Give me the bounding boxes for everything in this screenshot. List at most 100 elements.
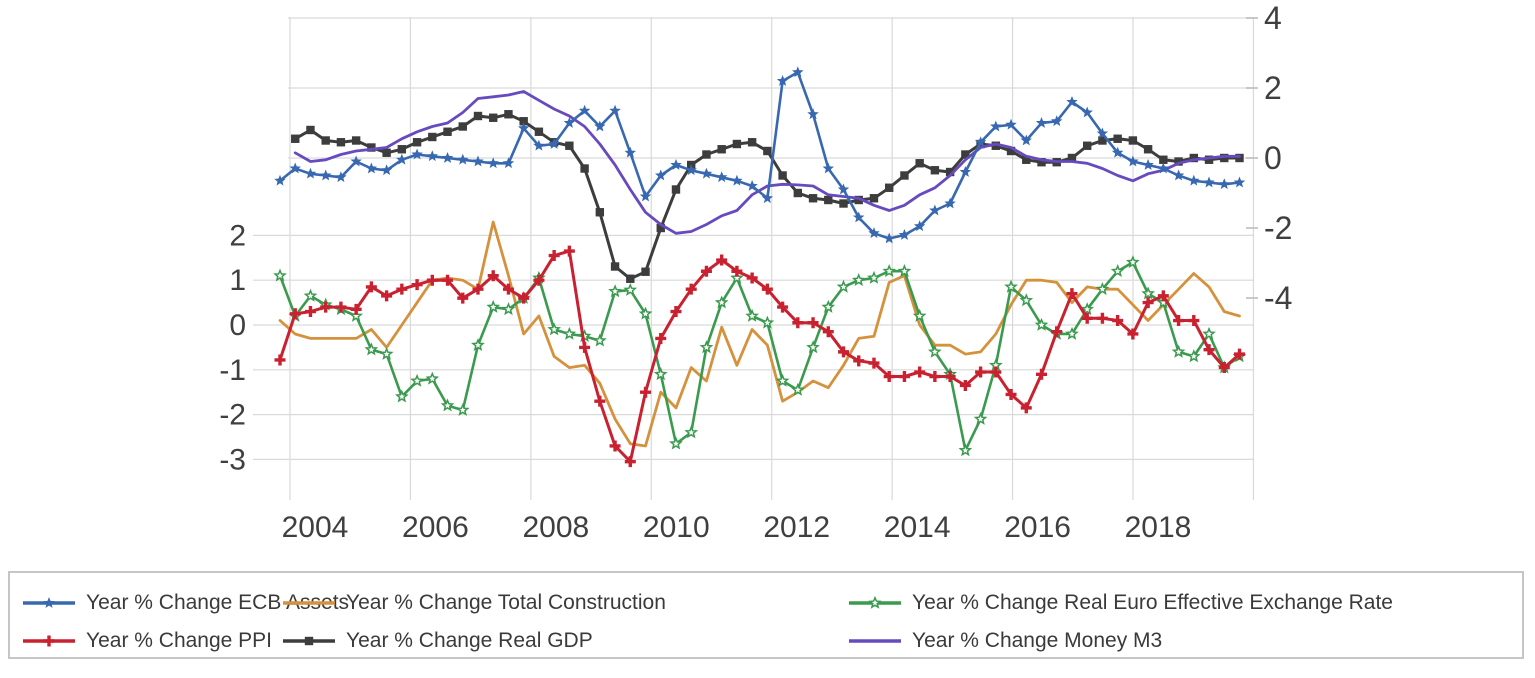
series-total-construction [278,220,1241,448]
data-point-star-open-marker [547,322,562,336]
gridlines [253,17,1255,500]
legend-label: Year % Change Total Construction [346,591,666,614]
data-point-plus-marker [472,283,484,295]
data-point-star-marker [1005,118,1017,130]
data-point-star-marker [716,171,728,183]
data-point-plus-marker [1020,402,1032,414]
data-point-square-marker [580,164,589,173]
data-point-square-marker [824,195,833,205]
data-point-plus-marker [746,272,758,284]
series-real-gdp [291,110,1244,283]
data-point-square-marker [915,159,924,168]
data-point-plus-marker [426,274,438,286]
data-point-star-open-marker [1080,302,1095,316]
data-point-plus-marker [716,254,728,266]
data-point-star-marker [1142,159,1154,170]
data-point-plus-marker [609,440,621,452]
data-point-square-marker [1204,155,1214,164]
data-point-star-marker [472,155,484,167]
data-point-square-marker [443,127,452,136]
data-point-plus-marker [594,395,606,407]
data-point-plus-marker [1081,312,1093,324]
data-point-star-marker [974,136,987,148]
data-point-star-open-marker [760,315,775,329]
x-axis-tick-label: 2016 [1004,511,1071,544]
data-point-star-marker [670,159,682,170]
data-point-square-marker [519,117,528,126]
data-point-star-open-marker [593,333,607,347]
data-point-star-marker [350,155,362,167]
data-point-plus-marker [853,355,865,367]
data-point-square-marker [336,138,346,147]
data-point-star-marker [731,174,743,186]
data-point-star-open-marker [714,295,729,309]
data-point-plus-marker [487,270,499,282]
data-point-plus-marker [365,281,377,293]
data-point-star-marker [457,153,469,165]
data-point-star-open-marker [927,344,942,358]
data-point-plus-marker [685,283,697,295]
data-point-star-open-marker [958,443,973,457]
data-point-star-marker [289,162,301,174]
data-point-square-marker [671,185,681,194]
data-point-star-marker [883,232,895,244]
data-point-plus-marker [1036,368,1047,380]
data-point-star-open-marker [349,308,364,322]
data-point-plus-marker [959,379,971,391]
data-point-star-marker [411,148,423,160]
legend-item-total-construction: Year % Change Total Construction [282,591,666,615]
data-point-star-open-marker [867,270,881,284]
data-point-star-open-marker [821,299,836,313]
data-point-star-marker [959,166,972,177]
data-point-star-marker [853,211,865,223]
data-point-square-marker [732,139,742,149]
data-point-star-open-marker [730,270,744,284]
data-point-square-marker [504,110,513,119]
x-axis-tick-label: 2004 [282,511,349,544]
data-point-square-marker [489,113,498,122]
series-ecb-assets [274,66,1246,244]
data-point-square-marker [717,145,726,154]
data-point-square-marker [458,122,467,131]
data-point-star-open-marker [973,411,988,425]
data-point-plus-marker [335,301,347,313]
data-point-plus-marker [43,635,55,647]
data-point-star-marker [1218,178,1230,190]
data-point-star-marker [837,183,850,195]
data-point-star-open-marker [882,264,896,278]
data-point-star-open-marker [471,338,485,352]
data-point-star-marker [868,227,880,239]
data-point-square-marker [610,262,620,271]
legend-label: Year % Change ECB Assets [86,591,350,614]
series-line-ecb-assets [278,71,1241,240]
data-point-square-marker [885,183,894,192]
data-point-star-marker [1233,176,1246,188]
data-point-plus-marker [914,366,926,378]
data-point-star-marker [1066,96,1078,107]
legend-item-real-gdp: Year % Change Real GDP [282,629,593,653]
legend-item-ecb-assets: Year % Change ECB Assets [22,591,349,615]
data-point-square-marker [473,111,483,121]
data-point-star-marker [578,104,591,116]
data-point-star-open-marker [912,308,927,322]
data-point-plus-marker [655,332,667,344]
legend-label: Year % Change Money M3 [912,629,1163,652]
left-axis-tick-label: 2 [229,219,246,252]
data-point-plus-marker [533,274,545,286]
data-point-plus-marker [640,386,652,398]
data-point-star-marker [365,162,378,174]
data-point-star-open-marker [1065,326,1079,340]
data-point-square-marker [839,199,848,208]
data-point-star-open-marker [775,373,790,387]
data-point-star-open-marker [669,436,683,450]
data-point-square-marker [1098,136,1107,145]
data-point-star-marker [43,597,55,608]
data-point-plus-marker [411,279,423,291]
data-point-plus-marker [1157,290,1169,302]
legend-label: Year % Change PPI [86,629,273,652]
data-point-star-open-marker [684,425,699,439]
data-point-star-open-marker [1110,263,1125,278]
data-point-star-open-marker [1141,286,1156,300]
data-point-star-open-marker [791,382,805,396]
data-point-star-marker [1127,155,1139,167]
